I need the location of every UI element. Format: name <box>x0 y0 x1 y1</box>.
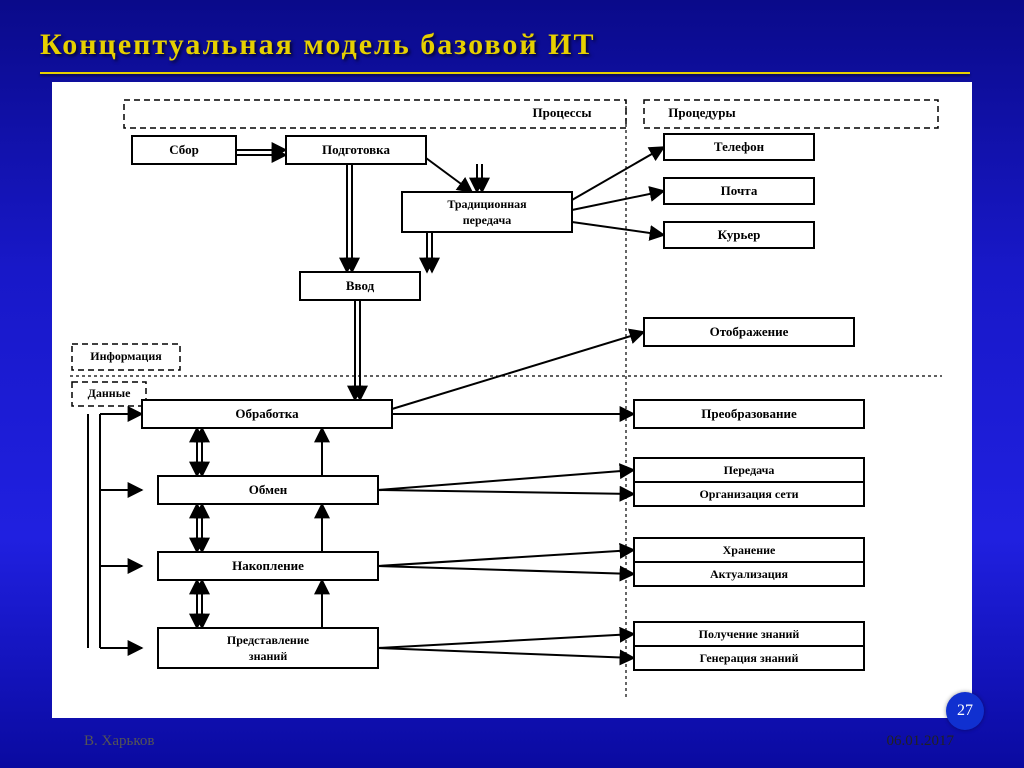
node-label-obr: Обработка <box>235 406 299 421</box>
node-label-genzn: Генерация знаний <box>700 651 799 665</box>
footer-date: 06.01.2017 <box>887 733 955 750</box>
node-label-orgseti: Организация сети <box>699 487 798 501</box>
group-label-data: Данные <box>88 386 131 400</box>
node-label-vvod: Ввод <box>346 278 375 293</box>
node-label-otobr: Отображение <box>710 324 789 339</box>
node-label-nakop: Накопление <box>232 558 304 573</box>
diagram-canvas: Процессы Процедуры Информация Данные Сбор Под… <box>52 82 972 718</box>
svg-text:знаний: знаний <box>249 649 288 663</box>
page-number-badge: 27 <box>946 692 984 730</box>
node-label-aktual: Актуализация <box>710 567 789 581</box>
node-label-sbor: Сбор <box>169 142 199 157</box>
node-label-polzn: Получение знаний <box>699 627 800 641</box>
node-label-tel: Телефон <box>714 139 765 154</box>
svg-text:передача: передача <box>463 213 511 227</box>
group-label-processes: Процессы <box>533 105 592 120</box>
footer-author: В. Харьков <box>84 733 154 750</box>
slide-title: Концептуальная модель базовой ИТ <box>40 28 595 62</box>
node-label-pochta: Почта <box>721 183 758 198</box>
node-label-trad: Традиционная <box>447 197 527 211</box>
node-label-pered: Передача <box>724 463 775 477</box>
node-label-hran: Хранение <box>723 543 776 557</box>
node-label-preobr: Преобразование <box>701 406 797 421</box>
slide: Концептуальная модель базовой ИТ Процесс… <box>0 0 1024 768</box>
group-label-information: Информация <box>90 349 162 363</box>
node-label-podg: Подготовка <box>322 142 390 157</box>
node-label-kur: Курьер <box>718 227 761 242</box>
node-label-obmen: Обмен <box>249 482 288 497</box>
title-underline <box>40 72 970 74</box>
flowchart-svg: Процессы Процедуры Информация Данные Сбор Под… <box>52 82 972 718</box>
group-label-procedures: Процедуры <box>668 105 735 120</box>
node-label-pred: Представление <box>227 633 310 647</box>
